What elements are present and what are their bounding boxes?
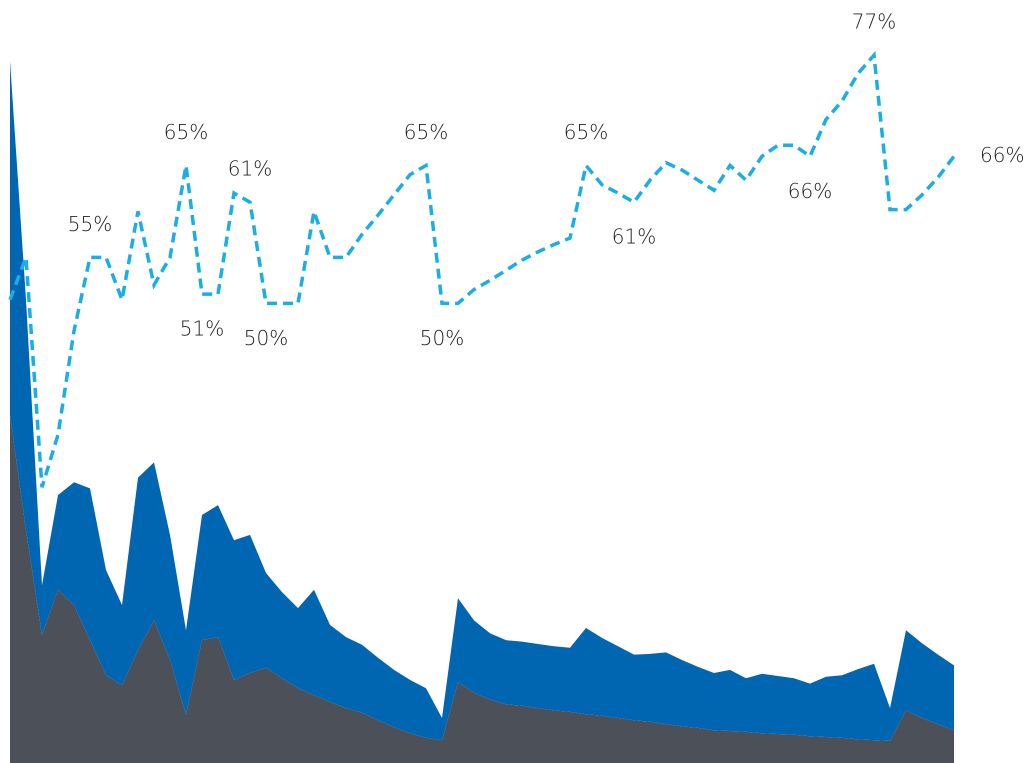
data-label: 50% <box>244 326 288 350</box>
data-label: 51% <box>180 317 224 341</box>
area <box>10 415 954 763</box>
data-label: 65% <box>404 120 448 144</box>
data-label: 65% <box>164 120 208 144</box>
data-label: 66% <box>788 179 832 203</box>
line <box>8 50 956 488</box>
data-label: 50% <box>420 326 464 350</box>
data-label: 55% <box>68 212 112 236</box>
data-label: 66% <box>980 143 1024 167</box>
data-label: 61% <box>612 225 656 249</box>
data-label: 61% <box>228 157 272 181</box>
data-label: 77% <box>852 10 896 34</box>
area <box>10 61 954 741</box>
data-label: 65% <box>564 120 608 144</box>
